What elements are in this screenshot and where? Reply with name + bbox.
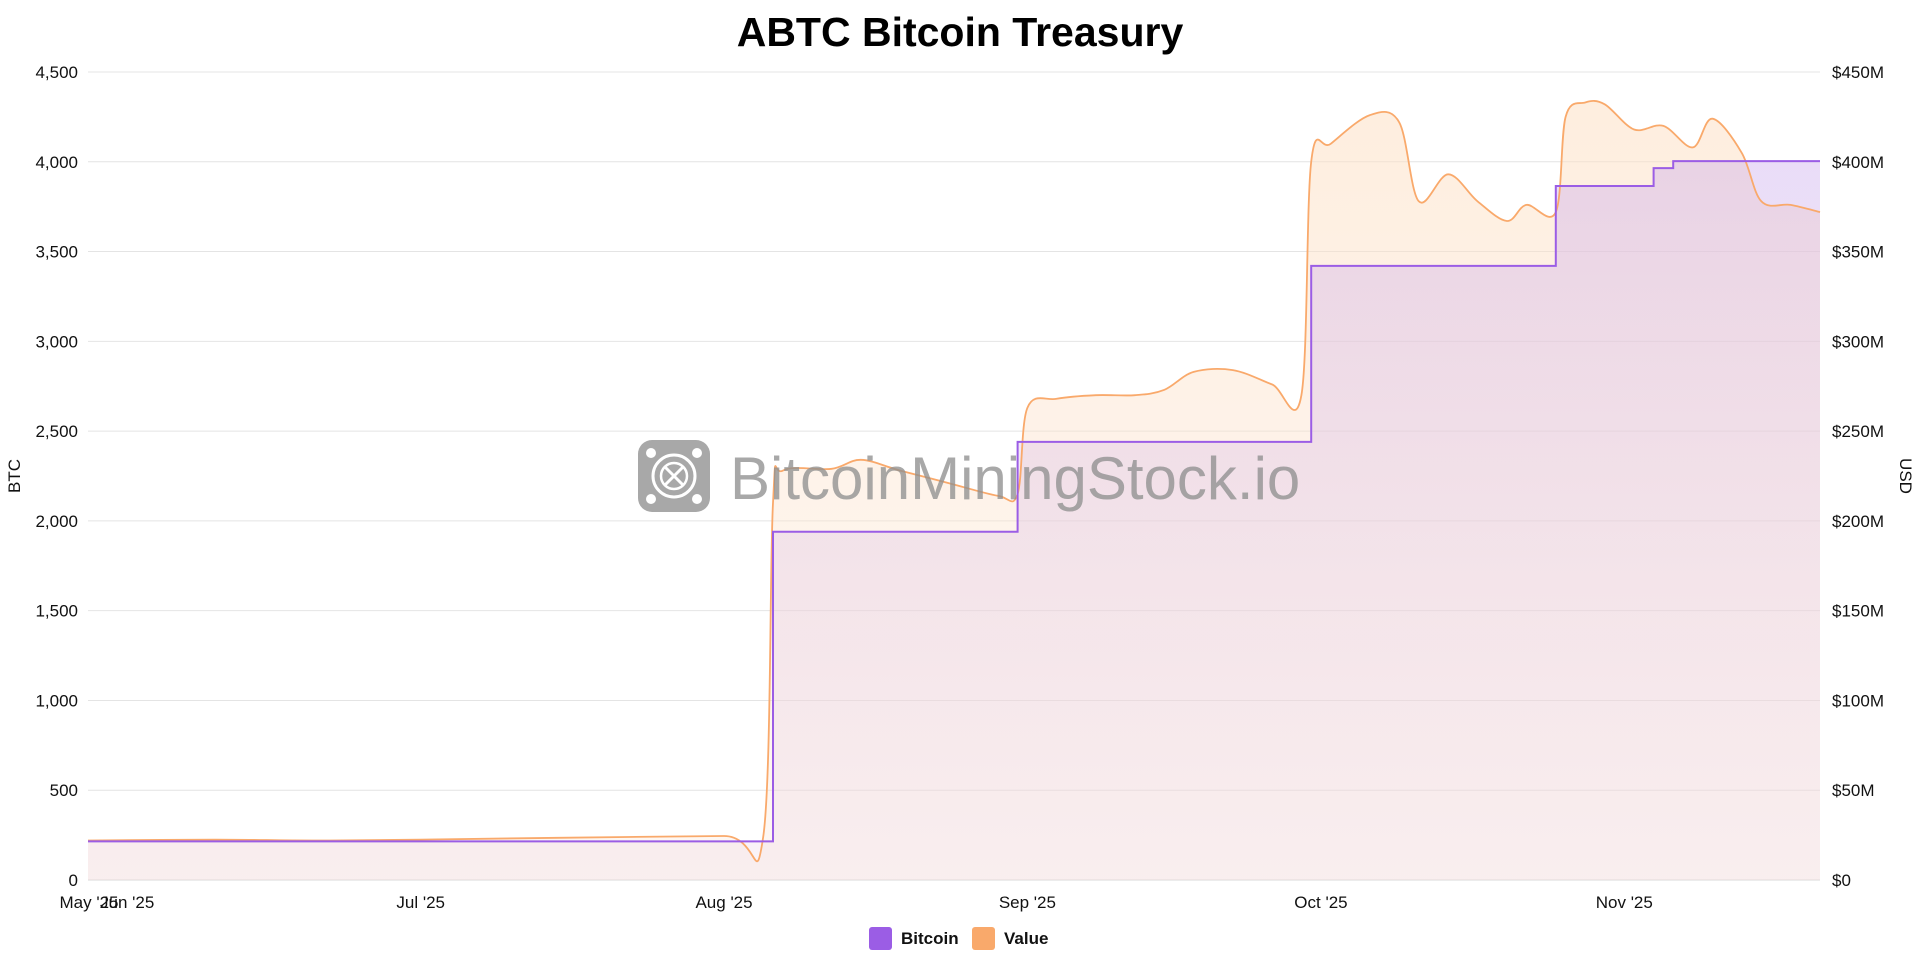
y-left-tick-label: 3,500: [35, 243, 78, 262]
y-right-tick-label: $350M: [1832, 243, 1884, 262]
y-left-tick-label: 4,000: [35, 153, 78, 172]
y-left-tick-label: 2,500: [35, 422, 78, 441]
y-right-tick-label: $400M: [1832, 153, 1884, 172]
legend-swatch-value: [972, 927, 995, 950]
x-tick-label: Aug '25: [695, 893, 752, 912]
y-right-tick-label: $50M: [1832, 781, 1875, 800]
y-right-axis: $0 $50M $100M $150M $200M $250M $300M $350M $400…: [1832, 63, 1884, 890]
x-tick-label: Sep '25: [999, 893, 1056, 912]
y-right-tick-label: $450M: [1832, 63, 1884, 82]
bitcoin-line: [88, 160, 1820, 843]
y-right-tick-label: $150M: [1832, 602, 1884, 621]
x-tick-label-start: May '25: [60, 893, 119, 912]
chart-title: ABTC Bitcoin Treasury: [737, 9, 1184, 55]
y-left-tick-label: 3,000: [35, 332, 78, 351]
watermark: BitcoinMiningStock.io: [638, 440, 1300, 512]
y-right-tick-label: $100M: [1832, 691, 1884, 710]
bitcoin-area: [88, 161, 1820, 881]
y-right-tick-label: $200M: [1832, 512, 1884, 531]
x-tick-label: Jun '25: [100, 893, 154, 912]
x-tick-label: Nov '25: [1596, 893, 1653, 912]
legend-item-bitcoin[interactable]: Bitcoin: [869, 927, 959, 950]
y-right-tick-label: $0: [1832, 871, 1851, 890]
y-right-tick-label: $250M: [1832, 422, 1884, 441]
series-lines: [87, 100, 1821, 863]
value-line: [87, 100, 1821, 863]
legend-label-bitcoin: Bitcoin: [901, 929, 959, 948]
y-left-tick-label: 0: [69, 871, 78, 890]
y-left-axis-label: BTC: [5, 459, 24, 493]
bitcoin-mining-logo-icon: [638, 440, 710, 512]
legend-item-value[interactable]: Value: [972, 927, 1048, 950]
y-left-tick-label: 1,000: [35, 691, 78, 710]
watermark-text: BitcoinMiningStock.io: [730, 445, 1300, 512]
x-tick-label: Jul '25: [396, 893, 445, 912]
legend-label-value: Value: [1004, 929, 1048, 948]
y-left-axis: 0 500 1,000 1,500 2,000 2,500 3,000 3,500 4,000 4…: [35, 63, 78, 890]
legend: Bitcoin Value: [869, 927, 1048, 950]
y-left-tick-label: 1,500: [35, 602, 78, 621]
legend-swatch-bitcoin: [869, 927, 892, 950]
series-areas: [88, 100, 1820, 881]
y-right-tick-label: $300M: [1832, 332, 1884, 351]
y-left-tick-label: 4,500: [35, 63, 78, 82]
y-left-tick-label: 500: [50, 781, 78, 800]
x-tick-label: Oct '25: [1294, 893, 1347, 912]
y-right-axis-label: USD: [1896, 458, 1915, 494]
y-left-tick-label: 2,000: [35, 512, 78, 531]
